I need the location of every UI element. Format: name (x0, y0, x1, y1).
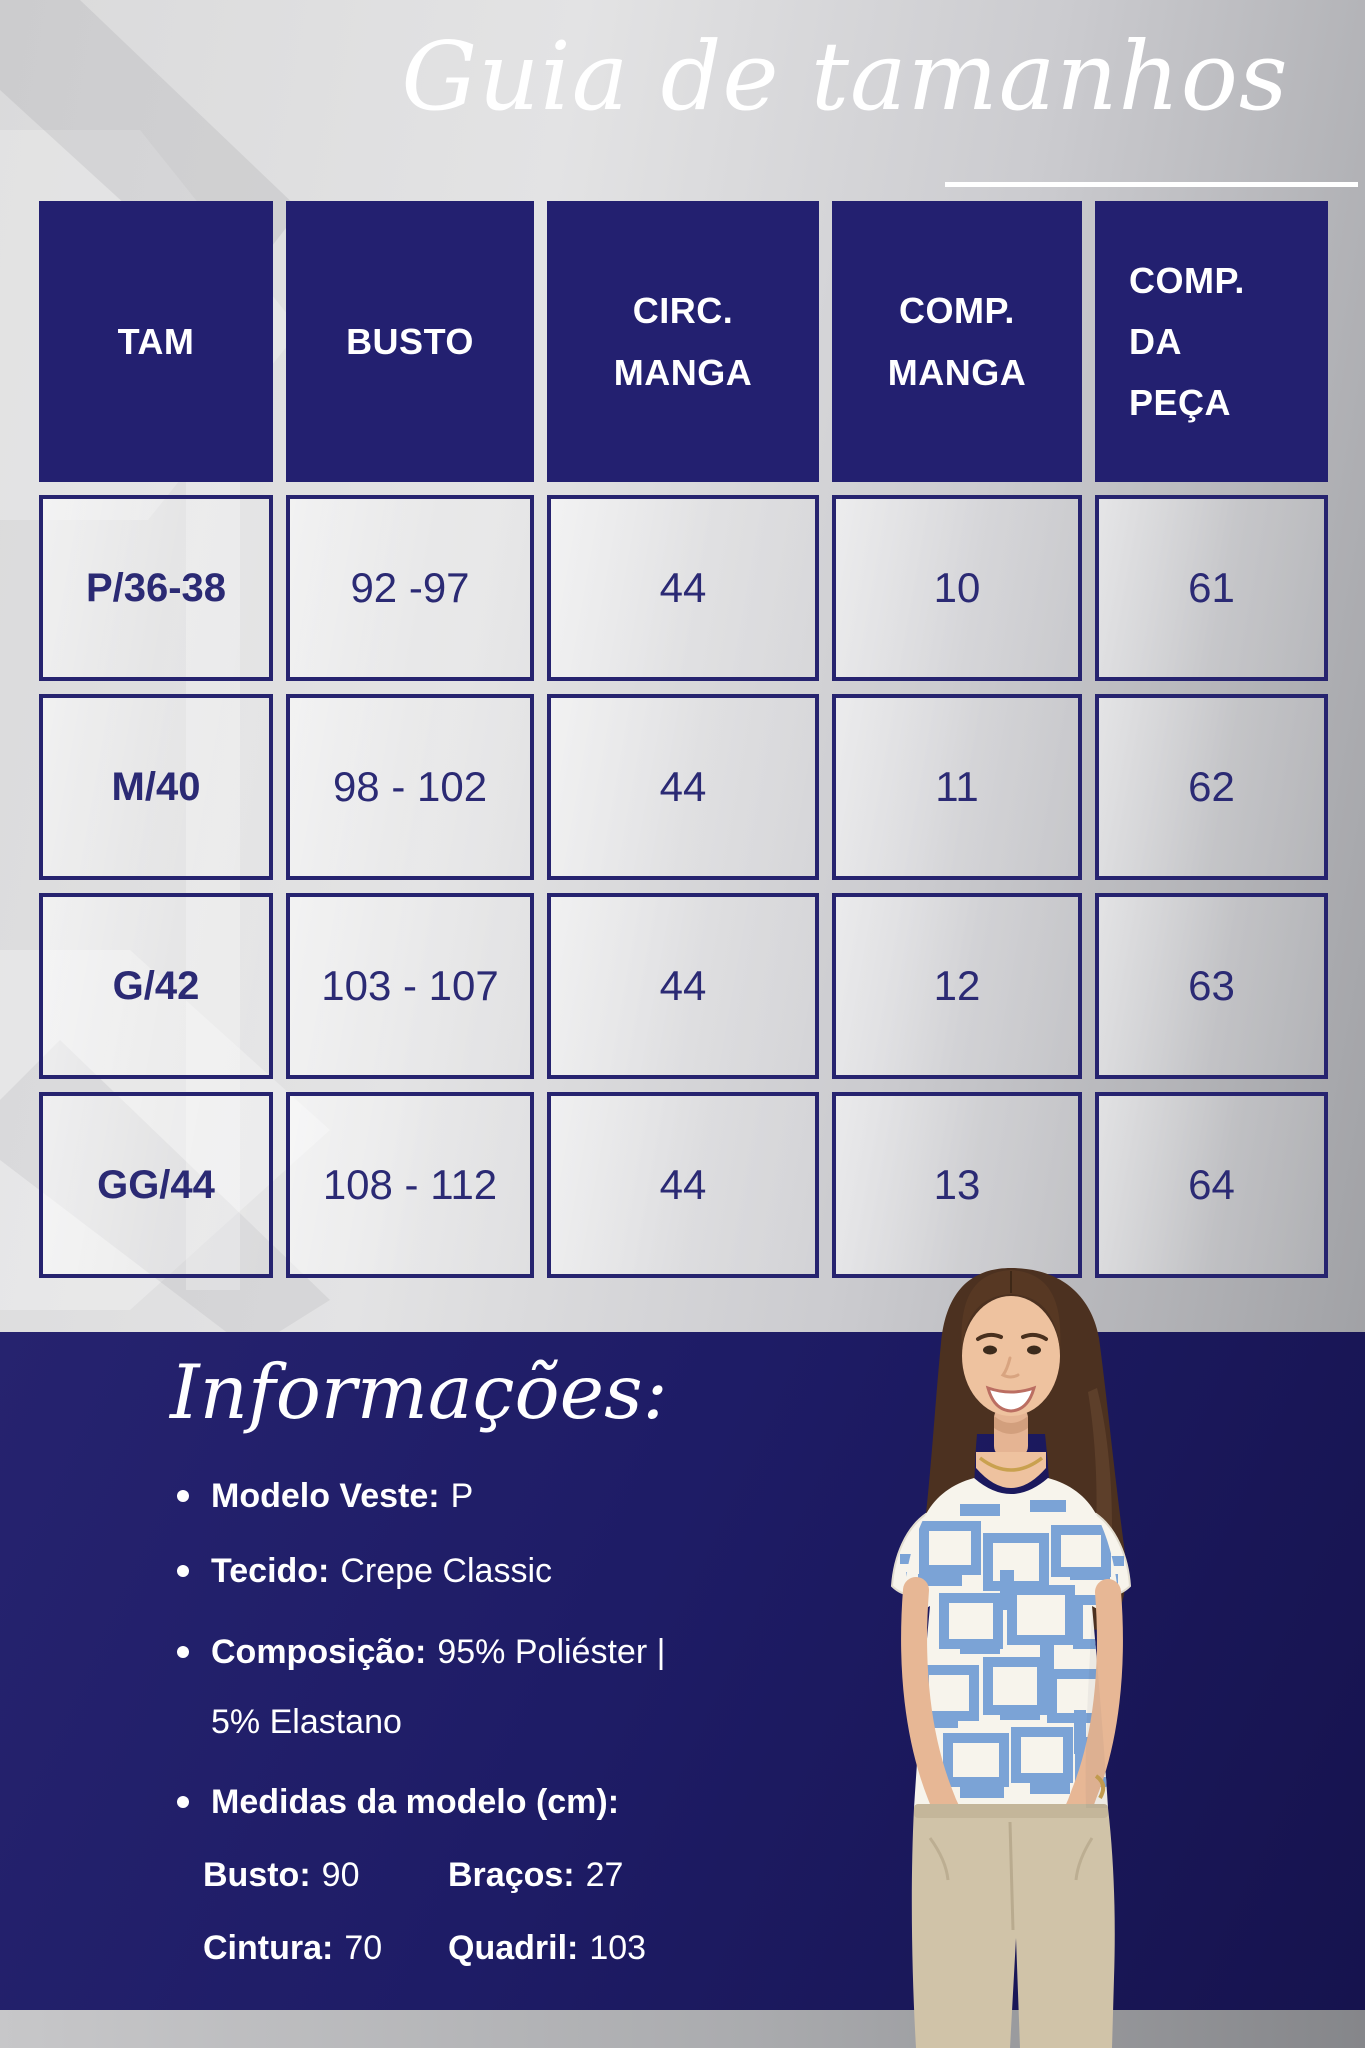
info-item-composicao-continuation: 5% Elastano (211, 1703, 402, 1741)
info-item-composicao: Composição: 95% Poliéster | (177, 1631, 665, 1673)
measures-row-1: Busto: 90 Braços: 27 (203, 1856, 623, 1895)
table-cell: 98 - 102 (286, 694, 534, 880)
measure-bracos: Braços: 27 (448, 1856, 624, 1894)
table-cell: P/36-38 (39, 495, 273, 681)
table-cell: 12 (832, 893, 1082, 1079)
size-table: TAM BUSTO CIRC. MANGA COMP. MANGA COMP. … (39, 201, 1328, 1278)
table-cell: 44 (547, 893, 819, 1079)
measure-cintura: Cintura: 70 (203, 1929, 383, 1967)
table-cell: 44 (547, 1092, 819, 1278)
header-cell-circ-manga: CIRC. MANGA (547, 201, 819, 482)
info-section (0, 1332, 1365, 2010)
model-figure (890, 1268, 1132, 2048)
table-cell: 13 (832, 1092, 1082, 1278)
header-cell-busto: BUSTO (286, 201, 534, 482)
info-heading: Informações: (170, 1348, 668, 1436)
bottom-strip (0, 2010, 1365, 2048)
bullet-icon (177, 1490, 189, 1502)
table-cell: 11 (832, 694, 1082, 880)
measure-busto: Busto: 90 (203, 1856, 360, 1894)
bullet-icon (177, 1565, 189, 1577)
header-cell-comp-manga: COMP. MANGA (832, 201, 1082, 482)
model-photo (890, 1268, 1132, 2048)
table-cell: 44 (547, 694, 819, 880)
title-underline (945, 182, 1358, 187)
page-title: Guia de tamanhos (401, 22, 1289, 132)
table-cell: 10 (832, 495, 1082, 681)
table-cell: 62 (1095, 694, 1328, 880)
info-item-tecido: Tecido: Crepe Classic (177, 1550, 552, 1592)
table-cell: G/42 (39, 893, 273, 1079)
table-cell: 44 (547, 495, 819, 681)
header-cell-tam: TAM (39, 201, 273, 482)
table-cell: 103 - 107 (286, 893, 534, 1079)
table-cell: GG/44 (39, 1092, 273, 1278)
info-item-modelo-veste: Modelo Veste: P (177, 1475, 473, 1517)
table-cell: 64 (1095, 1092, 1328, 1278)
table-cell: 63 (1095, 893, 1328, 1079)
info-item-medidas: Medidas da modelo (cm): (177, 1781, 630, 1823)
table-cell: 108 - 112 (286, 1092, 534, 1278)
table-cell: M/40 (39, 694, 273, 880)
header-cell-comp-peca: COMP. DA PEÇA (1095, 201, 1328, 482)
bullet-icon (177, 1796, 189, 1808)
table-cell: 61 (1095, 495, 1328, 681)
bullet-icon (177, 1646, 189, 1658)
measures-row-2: Cintura: 70 Quadril: 103 (203, 1929, 646, 1968)
measure-quadril: Quadril: 103 (448, 1929, 647, 1967)
table-cell: 92 -97 (286, 495, 534, 681)
